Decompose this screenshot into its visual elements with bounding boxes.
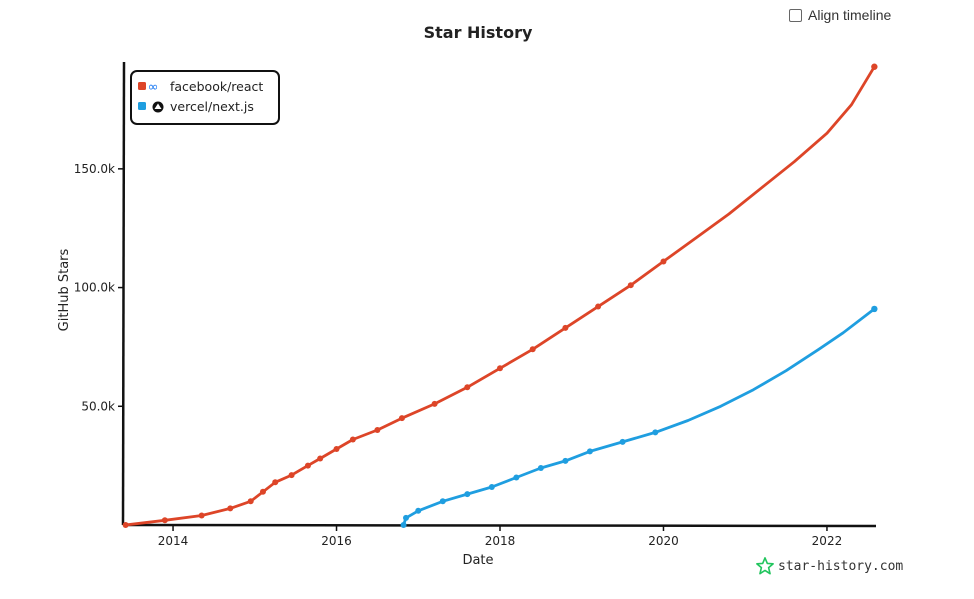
data-point bbox=[400, 522, 407, 528]
legend-label: facebook/react bbox=[170, 79, 263, 94]
x-tick-label: 2014 bbox=[158, 534, 189, 548]
watermark-text: star-history.com bbox=[778, 558, 904, 574]
data-point bbox=[537, 465, 544, 472]
chart-title: Star History bbox=[424, 23, 533, 42]
series-line-vercel-next-js bbox=[402, 307, 876, 527]
data-point bbox=[660, 258, 667, 265]
data-point bbox=[398, 415, 405, 422]
watermark[interactable]: star-history.com bbox=[756, 557, 903, 575]
x-tick-label: 2018 bbox=[485, 534, 516, 548]
data-point bbox=[562, 457, 569, 464]
y-axis-label: GitHub Stars bbox=[57, 248, 72, 331]
series-line-facebook-react bbox=[124, 65, 876, 527]
data-point bbox=[333, 446, 340, 453]
legend-label: vercel/next.js bbox=[170, 99, 254, 114]
data-point bbox=[374, 427, 381, 434]
data-point bbox=[586, 448, 593, 455]
data-point bbox=[317, 455, 324, 462]
y-tick-label: 150.0k bbox=[74, 162, 115, 176]
align-timeline-checkbox[interactable] bbox=[789, 8, 802, 22]
legend-box bbox=[130, 70, 280, 125]
data-point bbox=[161, 517, 168, 524]
data-point bbox=[871, 63, 878, 70]
data-point bbox=[562, 324, 569, 331]
legend: ∞ facebook/react vercel/next.js bbox=[130, 70, 280, 125]
y-tick-label: 50.0k bbox=[81, 399, 115, 413]
data-point bbox=[227, 505, 234, 512]
y-axis-line bbox=[121, 61, 126, 526]
data-point bbox=[619, 438, 626, 445]
infinity-icon: ∞ bbox=[148, 80, 159, 95]
data-point bbox=[122, 522, 129, 528]
data-point bbox=[871, 305, 878, 313]
legend-swatch bbox=[138, 102, 146, 110]
data-point bbox=[595, 303, 602, 310]
data-point bbox=[288, 472, 295, 479]
x-tick-label: 2022 bbox=[812, 534, 843, 548]
data-point bbox=[529, 346, 536, 353]
data-point bbox=[272, 479, 279, 486]
data-point bbox=[259, 488, 266, 495]
data-point bbox=[652, 429, 659, 436]
star-icon bbox=[756, 557, 774, 575]
data-point bbox=[304, 462, 311, 469]
x-tick-label: 2016 bbox=[321, 534, 352, 548]
data-point bbox=[464, 384, 471, 391]
data-point bbox=[439, 498, 446, 505]
data-point bbox=[415, 507, 422, 514]
data-point bbox=[513, 474, 520, 481]
align-timeline-label: Align timeline bbox=[808, 7, 892, 23]
legend-swatch bbox=[138, 82, 146, 90]
data-point bbox=[247, 498, 254, 505]
data-point bbox=[403, 514, 409, 521]
x-tick-label: 2020 bbox=[648, 534, 679, 548]
data-point bbox=[349, 436, 356, 443]
data-point bbox=[464, 491, 471, 498]
data-point bbox=[198, 512, 205, 519]
data-point bbox=[488, 484, 495, 491]
data-point bbox=[627, 282, 634, 289]
y-tick-label: 100.0k bbox=[74, 281, 115, 295]
align-timeline-toggle[interactable]: Align timeline bbox=[789, 7, 891, 23]
x-axis-label: Date bbox=[462, 553, 493, 568]
data-point bbox=[497, 365, 503, 372]
data-point bbox=[431, 400, 438, 407]
